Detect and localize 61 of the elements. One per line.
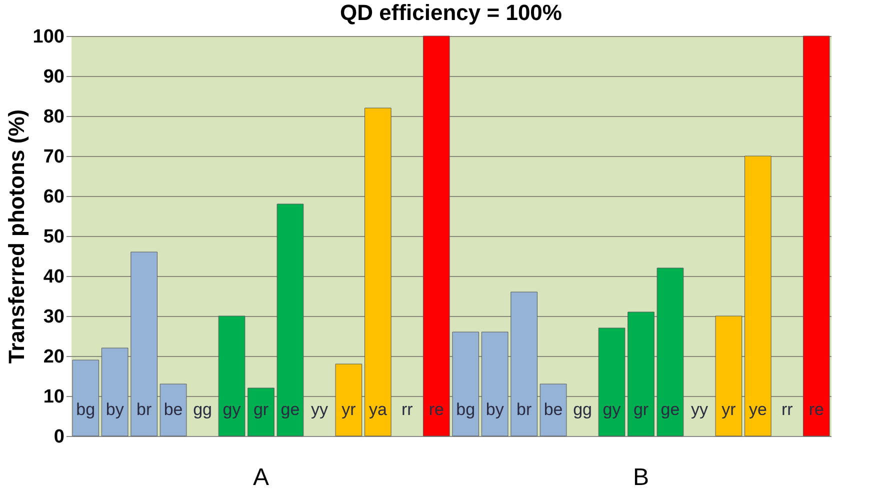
x-tick-label: ye: [748, 400, 767, 419]
x-tick-label: gr: [633, 400, 649, 419]
bar: [160, 384, 187, 436]
x-tick-label: yr: [342, 400, 356, 419]
x-tick-label: bg: [76, 400, 96, 419]
x-tick-label: gg: [193, 400, 212, 419]
bar: [656, 268, 684, 436]
bar: [802, 36, 830, 436]
x-tick-label: br: [136, 400, 152, 419]
text: A: [252, 464, 270, 491]
x-tick-label: rr: [401, 400, 414, 419]
y-tick-label: 0: [54, 426, 64, 448]
bar: [715, 316, 742, 436]
y-tick-label: 40: [43, 266, 64, 288]
bar: [598, 328, 626, 436]
x-tick-label: yy: [310, 400, 328, 419]
bar: [248, 388, 274, 436]
x-tick-label: ge: [660, 400, 680, 419]
y-tick-label: 80: [43, 106, 64, 128]
y-tick-label: 50: [43, 226, 64, 248]
bar: [744, 156, 772, 436]
bar: [452, 332, 480, 436]
bar: [481, 332, 508, 436]
bar: [335, 364, 362, 436]
y-tick-label: 70: [43, 146, 64, 168]
y-tick-label: 10: [43, 386, 64, 408]
x-tick-label: be: [544, 400, 563, 419]
x-tick-label: yy: [690, 400, 708, 419]
y-tick-label: 90: [43, 66, 64, 88]
bar: [540, 384, 567, 436]
y-axis-title: Transferred photons (%): [4, 109, 29, 364]
x-tick-label: br: [516, 400, 532, 419]
bar: [130, 252, 158, 436]
x-tick-label: by: [486, 400, 504, 419]
bar: [628, 312, 654, 436]
x-tick-label: gr: [253, 400, 269, 419]
bar: [218, 316, 246, 436]
x-tick-label: re: [428, 400, 444, 419]
x-tick-label: by: [106, 400, 124, 419]
x-tick-label: ge: [280, 400, 300, 419]
x-tick-label: be: [164, 400, 183, 419]
x-tick-label: bg: [456, 400, 476, 419]
x-tick-label: gg: [573, 400, 592, 419]
x-tick-label: gy: [602, 400, 622, 419]
bar: [510, 292, 538, 436]
bar: [72, 360, 100, 436]
chart-title: QD efficiency = 100%: [340, 0, 562, 25]
x-tick-label: rr: [781, 400, 794, 419]
bar: [276, 204, 304, 436]
bar: [364, 108, 392, 436]
bar: [422, 36, 450, 436]
y-tick-label: 20: [43, 346, 64, 368]
text: B: [632, 464, 650, 491]
y-tick-label: 100: [32, 26, 64, 48]
x-tick-label: gy: [222, 400, 242, 419]
y-tick-label: 60: [43, 186, 64, 208]
x-tick-label: re: [808, 400, 824, 419]
x-tick-label: ya: [368, 400, 388, 419]
bar: [101, 348, 128, 436]
y-tick-label: 30: [43, 306, 64, 328]
x-tick-label: yr: [722, 400, 736, 419]
